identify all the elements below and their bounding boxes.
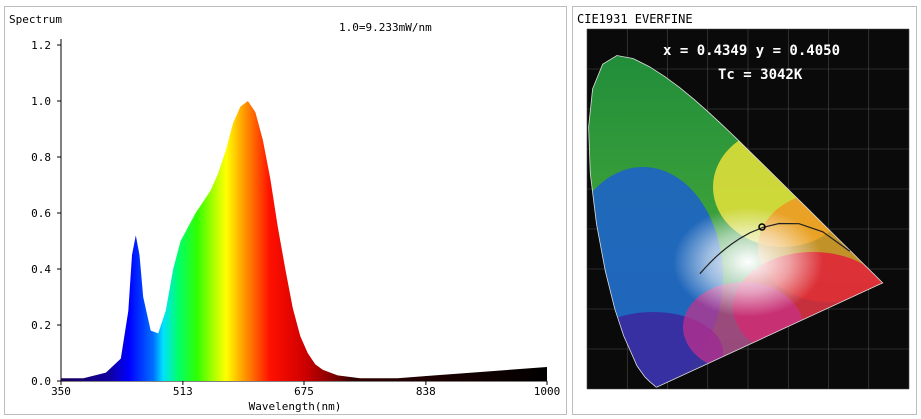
spectrum-area — [61, 101, 547, 381]
spectral-locus — [588, 55, 884, 388]
cie-xy-readout: x = 0.4349 y = 0.4050 — [663, 43, 840, 59]
cie-chart: CIE1931 EVERFINE x = 0.4349 y = 0.4050 T… — [575, 9, 910, 390]
spectrum-y-tick-label: 0.4 — [31, 263, 51, 276]
spectrum-annotation: 1.0=9.233mW/nm — [339, 21, 432, 34]
cie-cct-readout: Tc = 3042K — [718, 67, 803, 83]
cie-title-box — [575, 9, 751, 27]
spectrum-x-tick-label: 513 — [173, 385, 193, 398]
spectrum-y-tick-label: 0.8 — [31, 151, 51, 164]
spectrum-x-tick-label: 1000 — [534, 385, 561, 398]
spectrum-title: Spectrum — [9, 13, 62, 26]
spectrum-x-axis-label: Wavelength(nm) — [249, 400, 342, 413]
spectrum-y-tick-label: 1.0 — [31, 95, 51, 108]
spectrum-panel: Spectrum 1.0=9.233mW/nm 0.0 0.2 0.4 0.6 0.8 1… — [4, 6, 567, 415]
spectrum-x-tick-label: 838 — [416, 385, 436, 398]
spectrum-x-tick-label: 350 — [51, 385, 71, 398]
spectrum-chart: Spectrum 1.0=9.233mW/nm 0.0 0.2 0.4 0.6 0.8 1… — [9, 13, 561, 413]
spectrum-x-tick-label: 675 — [294, 385, 314, 398]
spectrum-y-tick-label: 1.2 — [31, 39, 51, 52]
spectrum-y-tick-label: 0.2 — [31, 319, 51, 332]
planckian-locus — [699, 222, 851, 275]
cie-title: CIE1931 EVERFINE — [577, 12, 693, 26]
spectrum-y-tick-label: 0.0 — [31, 375, 51, 388]
cie-panel: CIE1931 EVERFINE x = 0.4349 y = 0.4050 T… — [572, 6, 917, 415]
spectrum-y-tick-label: 0.6 — [31, 207, 51, 220]
chromaticity-point — [758, 223, 766, 231]
